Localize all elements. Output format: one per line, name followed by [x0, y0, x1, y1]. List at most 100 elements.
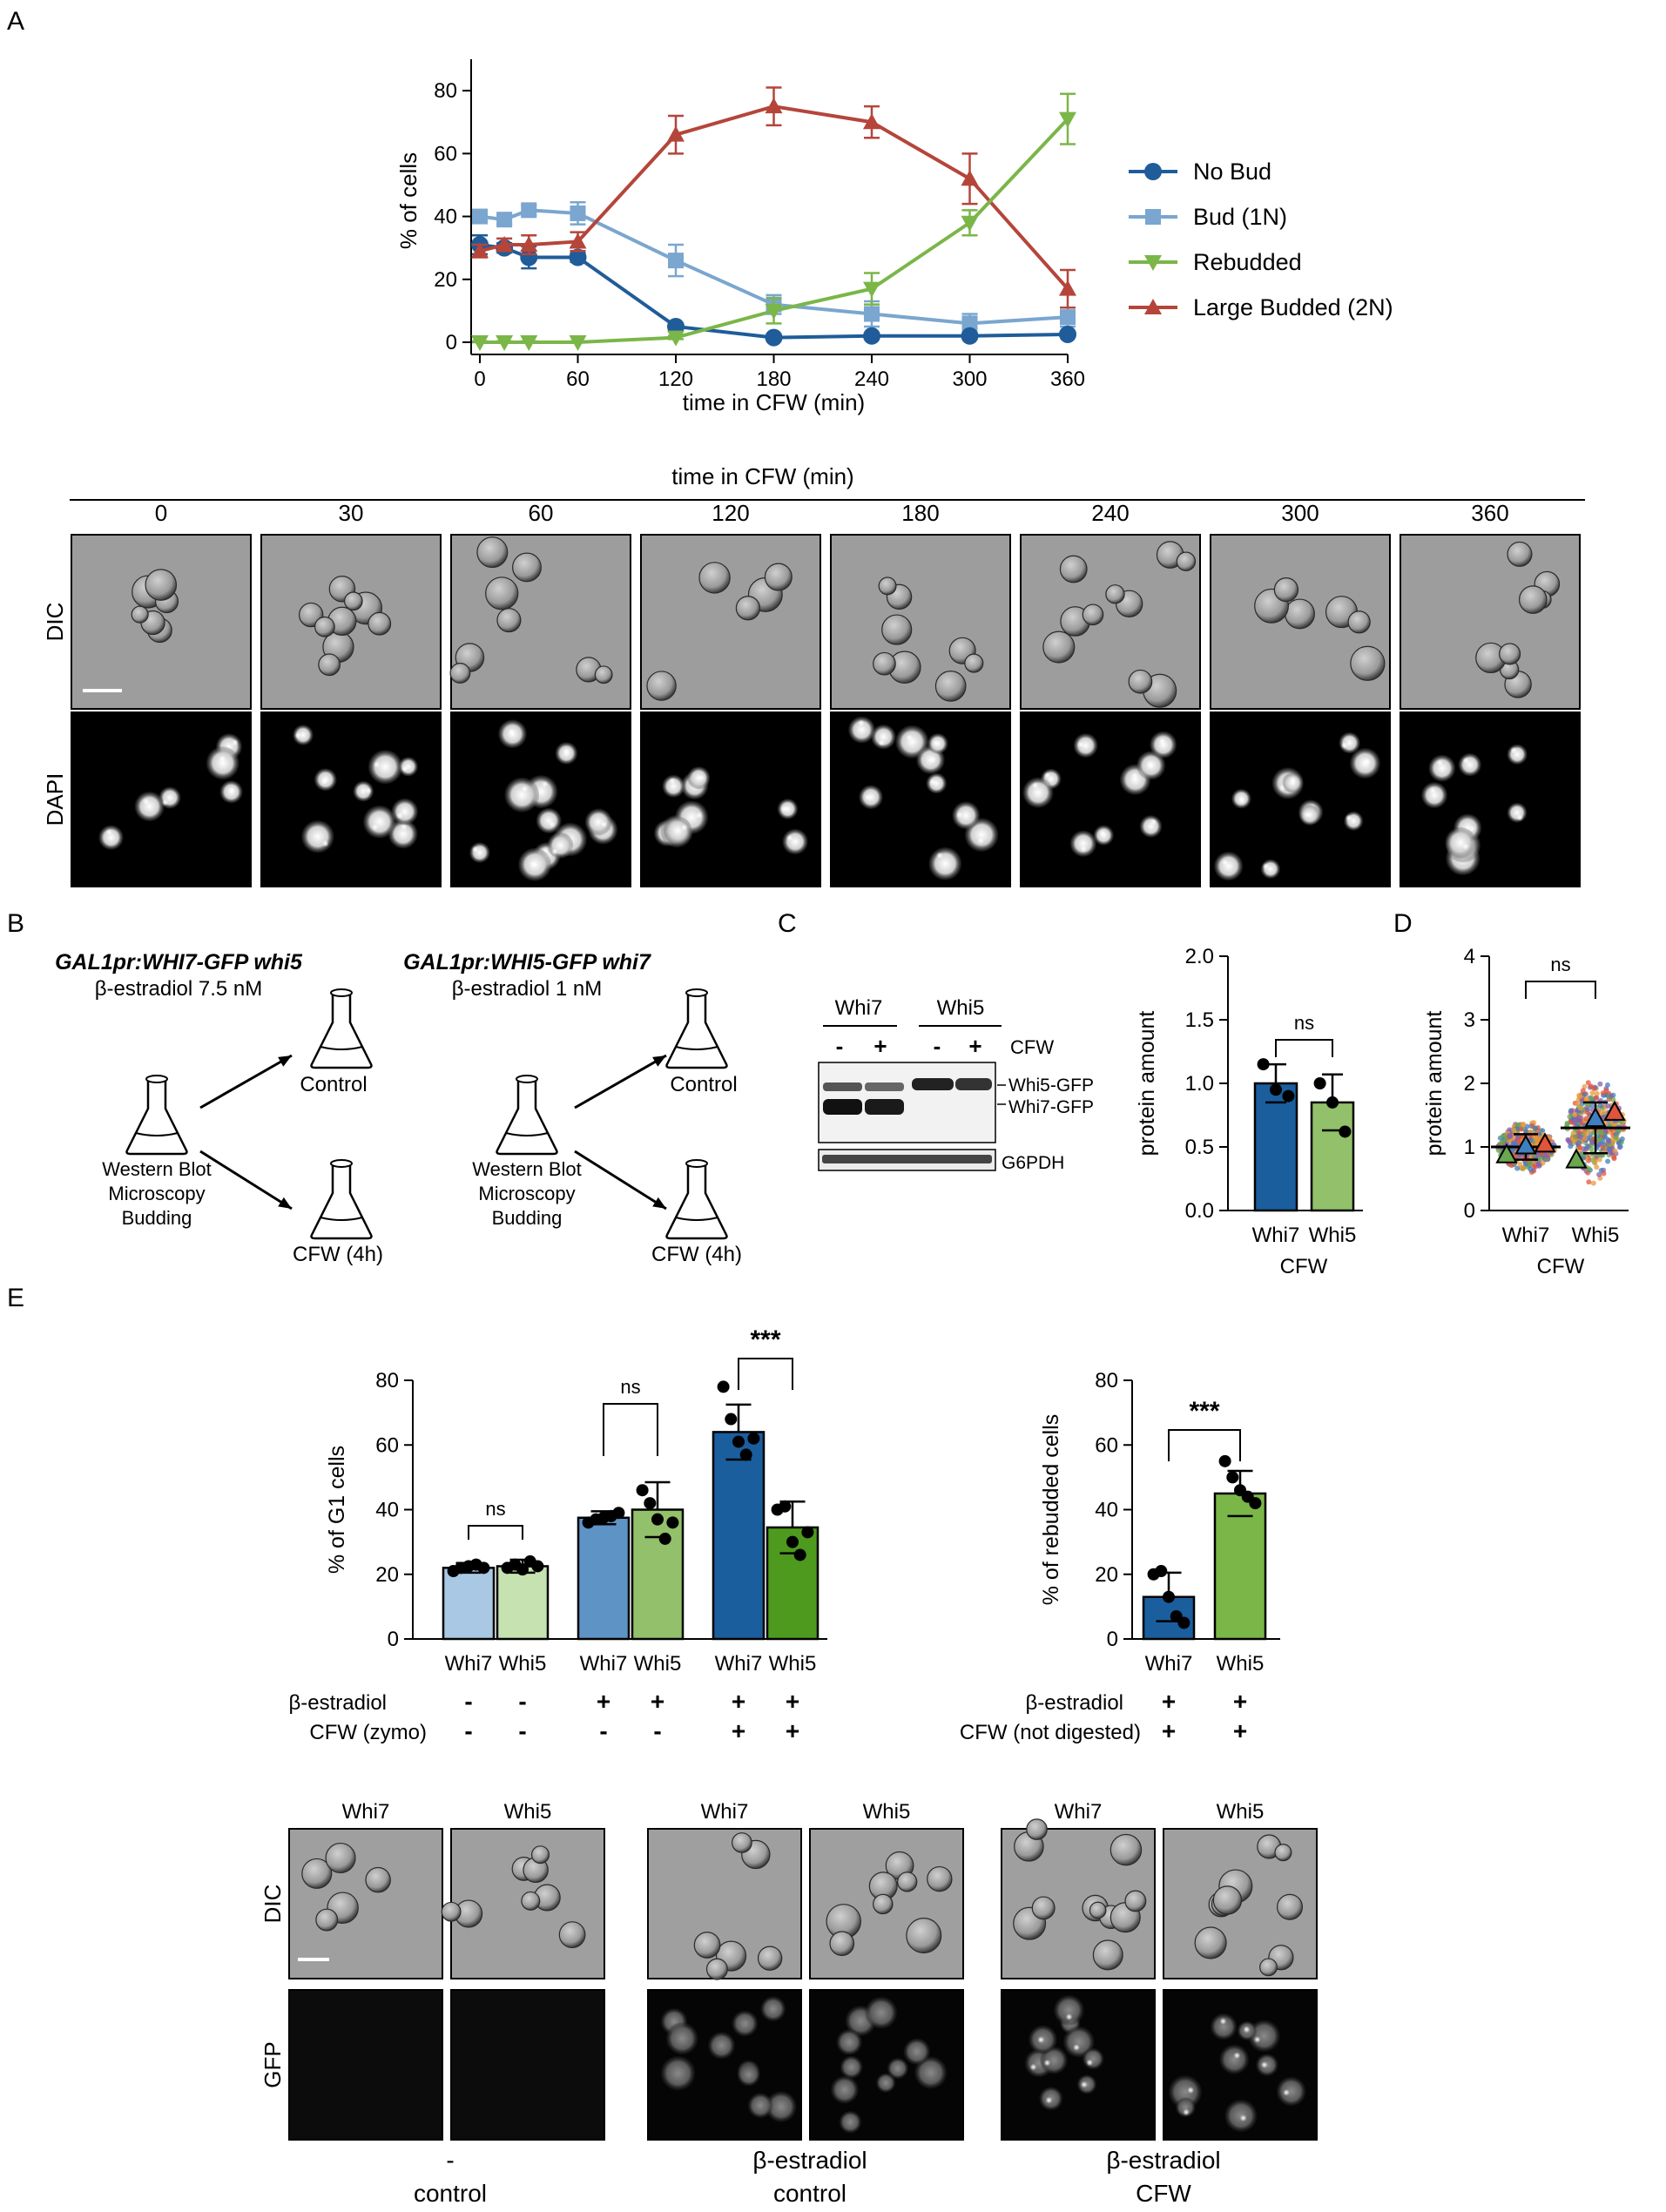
data-point	[667, 330, 685, 347]
dic-cell	[1259, 1958, 1278, 1977]
dapi-cell	[469, 842, 490, 863]
flask-body	[665, 1163, 728, 1240]
single-cell-point	[1600, 1144, 1606, 1150]
dapi-cell	[952, 801, 981, 830]
band-label-whi5-gfp: Whi5-GFP	[1008, 1076, 1094, 1096]
single-cell-point	[1606, 1138, 1612, 1144]
single-cell-point	[1575, 1116, 1581, 1123]
dapi-cell	[504, 777, 540, 813]
dapi-cell	[1507, 744, 1528, 765]
single-cell-point	[1586, 1166, 1592, 1172]
estradiol-sign: +	[1162, 1688, 1176, 1715]
single-cell-point	[1534, 1134, 1541, 1140]
micro-time-label: 300	[1281, 500, 1319, 526]
data-point	[1059, 280, 1076, 296]
single-cell-point	[1613, 1135, 1619, 1141]
micro-col-label: Whi5	[504, 1800, 552, 1824]
replicate-point	[1270, 1083, 1282, 1096]
single-cell-point	[1576, 1129, 1582, 1135]
cfw-sign: -	[653, 1717, 661, 1744]
dic-cell	[1194, 1926, 1227, 1959]
x-tick-label: 120	[658, 368, 693, 391]
gfp-cell	[1040, 2047, 1068, 2074]
dapi-cell-spot	[1462, 757, 1470, 765]
single-cell-point	[1521, 1122, 1527, 1128]
data-point	[496, 212, 513, 228]
band-whi7-lane1	[823, 1099, 862, 1115]
dapi-cell-spot	[105, 828, 113, 836]
replicate-mean-marker	[1603, 1100, 1626, 1121]
legend-entry: Large Budded (2N)	[1193, 294, 1393, 320]
dic-image-frame	[288, 1828, 443, 1979]
dapi-cell-spot	[878, 738, 886, 746]
dapi-cell-spot	[529, 860, 537, 868]
dapi-cell-spot	[936, 852, 944, 860]
dic-cell	[732, 1832, 752, 1853]
dic-cell	[594, 665, 613, 685]
bar	[1213, 1492, 1267, 1641]
dapi-cell	[871, 724, 896, 750]
single-cell-point	[1517, 1161, 1523, 1167]
y-tick-label: 4	[1464, 945, 1475, 968]
significance-bracket	[468, 1525, 523, 1540]
data-point	[496, 335, 514, 351]
dapi-cell-spot	[1363, 758, 1371, 765]
replicate-mean-marker	[1565, 1148, 1588, 1169]
y-axis-title: protein amount	[1135, 1011, 1159, 1157]
estradiol-sign: -	[464, 1688, 472, 1715]
dapi-cell	[584, 808, 612, 836]
single-cell-point	[1611, 1154, 1617, 1160]
gfp-cell	[1168, 2074, 1203, 2109]
single-cell-point	[1589, 1140, 1595, 1146]
micro-time-label: 0	[155, 500, 167, 526]
dapi-cell-spot	[231, 738, 239, 746]
replicate-mean-marker	[1514, 1134, 1537, 1155]
x-tick-label: 60	[566, 368, 590, 391]
y-tick-label: 1.0	[1185, 1072, 1214, 1096]
dapi-cell	[1214, 851, 1244, 881]
panel-b-left-title: GAL1pr:WHI7-GFP whi5	[55, 950, 303, 974]
single-cell-point	[1599, 1110, 1605, 1116]
replicate-point	[531, 1560, 544, 1573]
group-label-line-2: control	[414, 2180, 487, 2207]
arrow-left-cfw-head	[278, 1197, 292, 1209]
panel-b-left-sub: β-estradiol 7.5 nM	[95, 977, 263, 1001]
data-point	[1060, 309, 1076, 326]
legend-entry: Rebudded	[1193, 249, 1302, 275]
dic-cell	[325, 1842, 356, 1874]
data-point	[765, 328, 783, 347]
single-cell-point	[1575, 1139, 1582, 1145]
single-cell-point	[1577, 1134, 1583, 1140]
dapi-cell-spot	[1150, 818, 1157, 826]
dapi-cell-spot	[508, 728, 516, 736]
micro-col-label: Whi5	[863, 1800, 911, 1824]
cfw-sign: +	[786, 1717, 799, 1744]
single-cell-point	[1540, 1160, 1546, 1166]
dapi-cell	[398, 757, 418, 777]
dapi-cell-spot	[400, 823, 408, 831]
x-group-label: CFW	[1280, 1255, 1328, 1278]
dic-image-frame	[1400, 534, 1581, 710]
estradiol-sign: +	[732, 1688, 745, 1715]
dapi-image-frame	[260, 711, 442, 887]
single-cell-point	[1619, 1136, 1625, 1142]
dapi-cell-spot	[1510, 746, 1518, 754]
gfp-cell-spot	[1253, 2035, 1261, 2043]
flask-mouth	[516, 1075, 538, 1083]
dic-cell	[646, 671, 677, 701]
flask-liquid	[320, 1046, 363, 1050]
dapi-cell-spot	[932, 739, 940, 747]
dapi-cell-spot	[1516, 813, 1524, 821]
gfp-cell	[1210, 2013, 1238, 2040]
data-point	[961, 327, 979, 345]
replicate-point	[732, 1435, 745, 1448]
gfp-cell	[830, 2075, 859, 2104]
single-cell-point	[1511, 1127, 1517, 1133]
significance-bracket	[1525, 981, 1596, 999]
replicate-point	[658, 1532, 671, 1545]
x-axis-title: time in CFW (min)	[683, 389, 865, 415]
x-tick-label: Whi5	[1309, 1224, 1357, 1247]
dapi-cell-spot	[521, 785, 529, 792]
significance-label: ***	[1189, 1397, 1219, 1426]
dapi-image-frame	[640, 711, 821, 887]
